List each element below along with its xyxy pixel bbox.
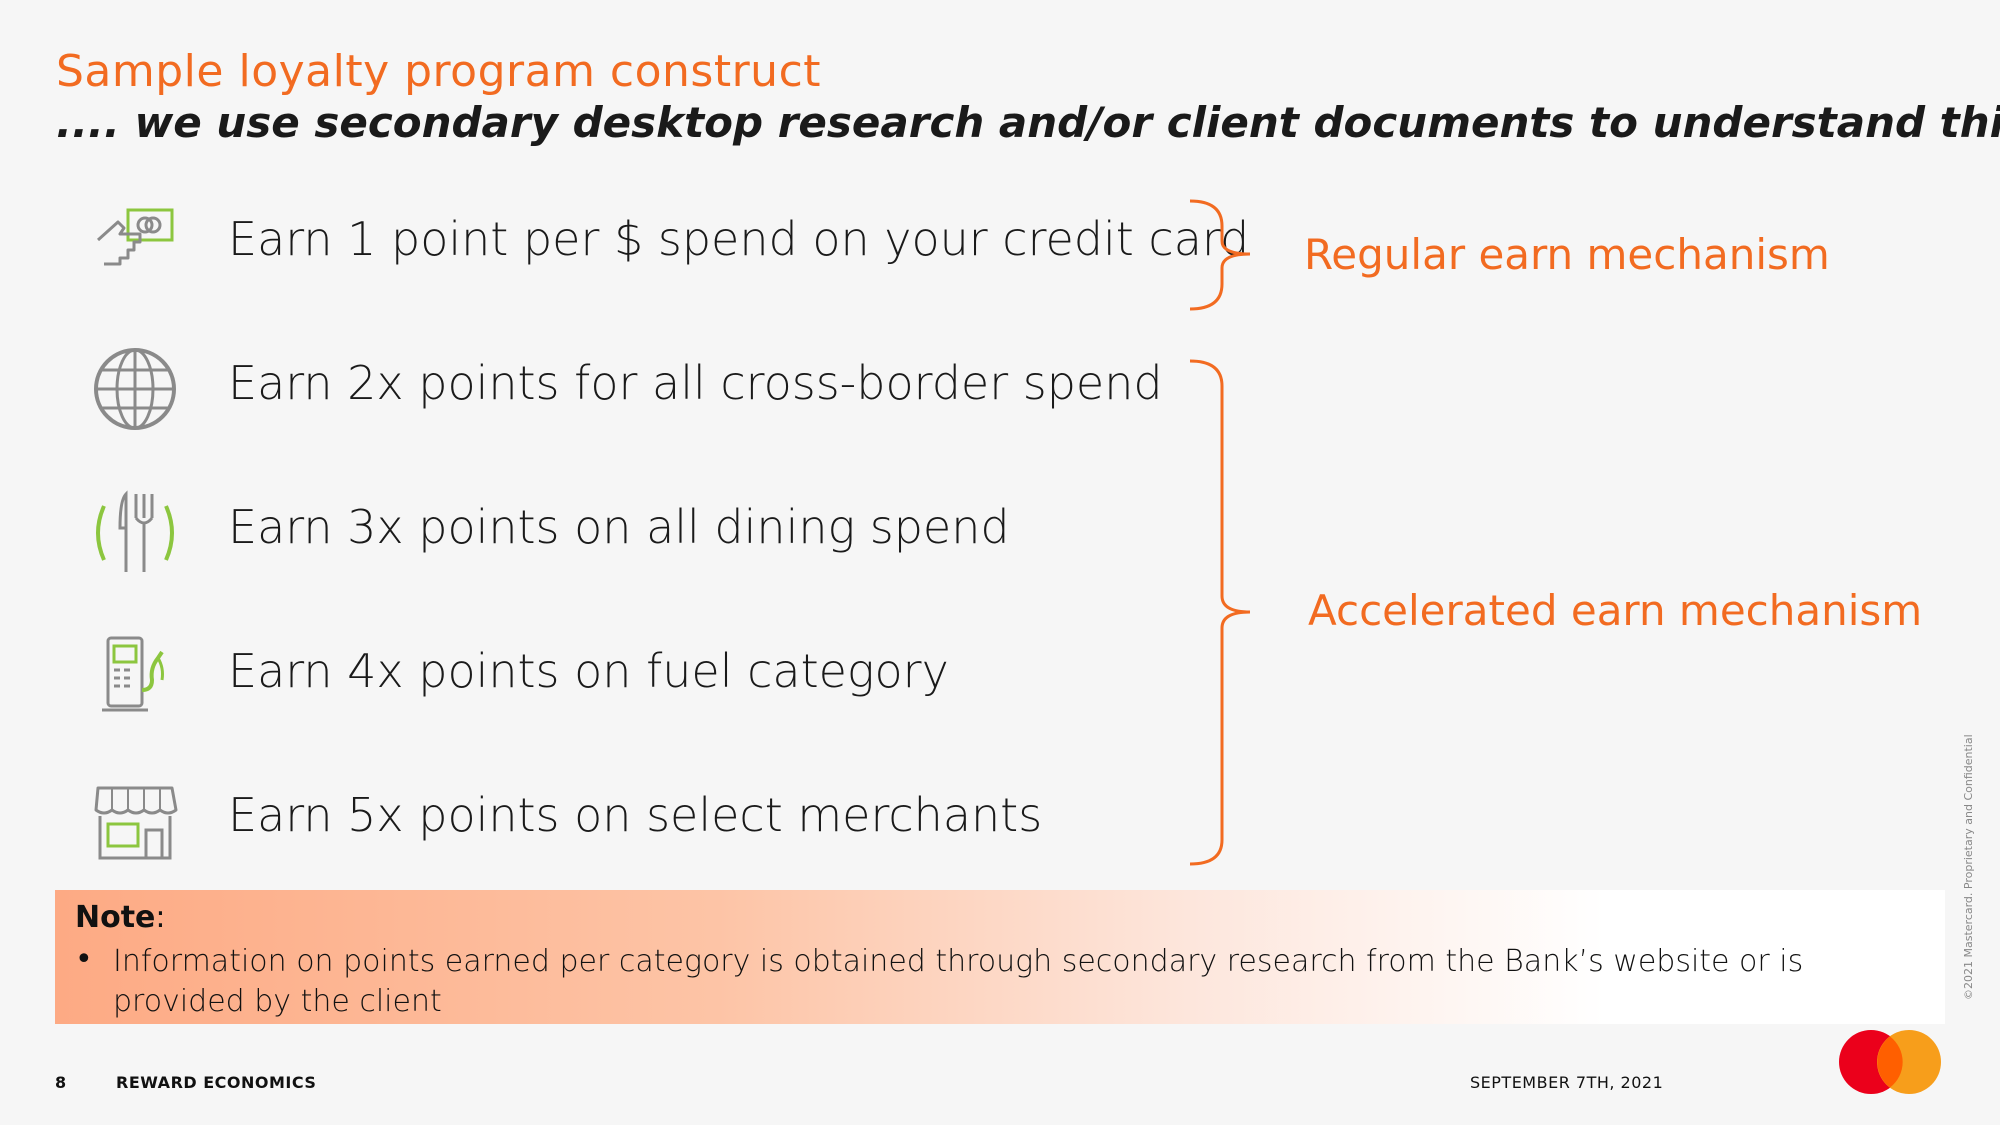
fuel-pump-icon bbox=[90, 632, 180, 722]
mastercard-logo bbox=[1835, 1027, 1945, 1101]
page-subtitle: .... we use secondary desktop research a… bbox=[56, 98, 2000, 147]
storefront-icon bbox=[90, 776, 180, 866]
earn-item-row: Earn 4x points on fuel category bbox=[80, 614, 1180, 734]
section-name: REWARD ECONOMICS bbox=[116, 1073, 317, 1092]
presentation-date: SEPTEMBER 7TH, 2021 bbox=[1470, 1073, 1664, 1092]
accelerated-earn-label: Accelerated earn mechanism bbox=[1308, 586, 1923, 635]
earn-item-row: Earn 2x points for all cross-border spen… bbox=[80, 326, 1180, 446]
cash-hand-icon bbox=[90, 200, 180, 290]
note-bullet: • bbox=[75, 942, 93, 977]
earn-item-label: Earn 2x points for all cross-border spen… bbox=[228, 356, 1163, 410]
earn-item-row: Earn 1 point per $ spend on your credit … bbox=[80, 182, 1249, 302]
regular-earn-label: Regular earn mechanism bbox=[1304, 230, 1830, 279]
regular-brace bbox=[1189, 199, 1251, 311]
accelerated-brace bbox=[1189, 359, 1251, 866]
earn-item-row: Earn 3x points on all dining spend bbox=[80, 470, 1180, 590]
note-title: Note: bbox=[75, 900, 166, 935]
fork-knife-icon bbox=[90, 488, 180, 578]
earn-item-label: Earn 4x points on fuel category bbox=[228, 644, 949, 698]
confidential-notice: ©2021 Mastercard. Proprietary and Confid… bbox=[1962, 734, 1975, 1000]
earn-item-row: Earn 5x points on select merchants bbox=[80, 758, 1180, 878]
globe-icon bbox=[90, 344, 180, 434]
earn-item-label: Earn 5x points on select merchants bbox=[228, 788, 1043, 842]
earn-item-label: Earn 1 point per $ spend on your credit … bbox=[228, 212, 1250, 266]
page-title: Sample loyalty program construct bbox=[56, 46, 822, 97]
earn-item-label: Earn 3x points on all dining spend bbox=[228, 500, 1010, 554]
note-text: Information on points earned per categor… bbox=[113, 944, 1804, 1019]
note-box: Note: • Information on points earned per… bbox=[55, 890, 1945, 1024]
page-number: 8 bbox=[55, 1073, 67, 1092]
